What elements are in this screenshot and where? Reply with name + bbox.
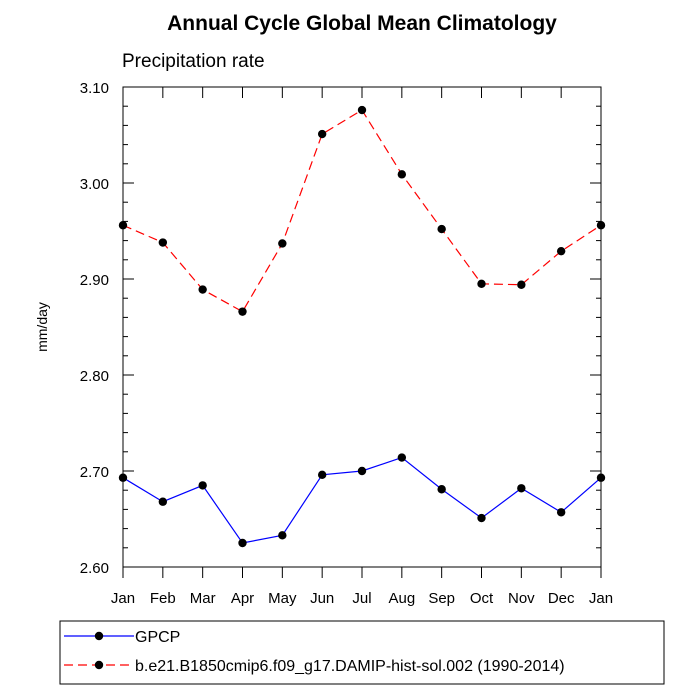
data-point (517, 484, 526, 493)
legend-items: GPCP b.e21.B1850cmip6.f09_g17.DAMIP-hist-… (64, 629, 565, 675)
data-point (477, 513, 486, 523)
y-tick-label: 2.80 (80, 368, 109, 385)
data-point (357, 105, 367, 115)
legend-label: b.e21.B1850cmip6.f09_g17.DAMIP-hist-sol.… (135, 658, 565, 675)
x-tick-label: Dec (548, 590, 575, 607)
series-line (122, 109, 602, 313)
x-tick-label: Jul (352, 590, 371, 607)
legend: GPCP b.e21.B1850cmip6.f09_g17.DAMIP-hist-… (59, 620, 665, 685)
y-tick-label: 3.00 (80, 176, 109, 193)
x-tick-label: May (268, 590, 297, 607)
x-tick-label: Oct (470, 590, 494, 607)
data-point (238, 538, 247, 548)
data-point (278, 531, 287, 540)
x-tick-label: Mar (190, 590, 216, 607)
x-tick-label: Jan (589, 590, 613, 607)
x-tick-label: Jan (111, 590, 135, 607)
data-point (357, 466, 367, 476)
y-tick-label: 2.70 (80, 464, 109, 481)
data-point (198, 285, 207, 294)
x-tick-label: Feb (150, 590, 176, 607)
y-axis-label: mm/day (34, 302, 50, 352)
legend-label: GPCP (135, 629, 180, 646)
y-tick-label: 2.60 (80, 560, 109, 577)
data-point (317, 470, 327, 480)
x-tick-label: Sep (428, 590, 455, 607)
x-tick-label: Jun (310, 590, 334, 607)
legend-item: b.e21.B1850cmip6.f09_g17.DAMIP-hist-sol.… (64, 658, 565, 675)
y-tick-labels: 2.60 2.70 2.80 2.90 3.00 3.10 (80, 80, 109, 577)
data-point (596, 221, 606, 230)
plot-frame (122, 86, 602, 568)
x-tick-label: Apr (231, 590, 254, 607)
data-point (118, 473, 128, 482)
legend-marker (94, 660, 104, 670)
data-point (238, 307, 247, 316)
chart-subtitle: Precipitation rate (122, 51, 265, 72)
data-point (596, 473, 606, 482)
x-tick-label: Nov (508, 590, 535, 607)
axis-ticks (122, 86, 602, 578)
legend-box (59, 620, 665, 685)
data-point (517, 280, 526, 289)
data-point (397, 453, 407, 462)
data-point (158, 497, 168, 506)
x-tick-label: Aug (388, 590, 415, 607)
chart-title: Annual Cycle Global Mean Climatology (167, 12, 557, 35)
data-point (118, 221, 128, 230)
series-1 (118, 105, 606, 316)
data-point (437, 224, 446, 234)
data-point (556, 508, 566, 517)
x-tick-labels: Jan Feb Mar Apr May Jun Jul Aug Sep Oct Nov Dec Jan (111, 590, 613, 607)
data-point (158, 238, 168, 247)
data-point (437, 485, 446, 494)
legend-item: GPCP (64, 629, 180, 646)
data-point (477, 279, 486, 288)
data-point (198, 481, 207, 490)
data-point (278, 239, 287, 248)
data-point (317, 129, 327, 139)
series-0 (118, 453, 606, 548)
legend-marker (94, 631, 104, 641)
data-point (556, 246, 566, 256)
y-tick-label: 3.10 (80, 80, 109, 97)
y-tick-label: 2.90 (80, 272, 109, 289)
series-layer (118, 105, 606, 548)
data-point (397, 170, 407, 179)
